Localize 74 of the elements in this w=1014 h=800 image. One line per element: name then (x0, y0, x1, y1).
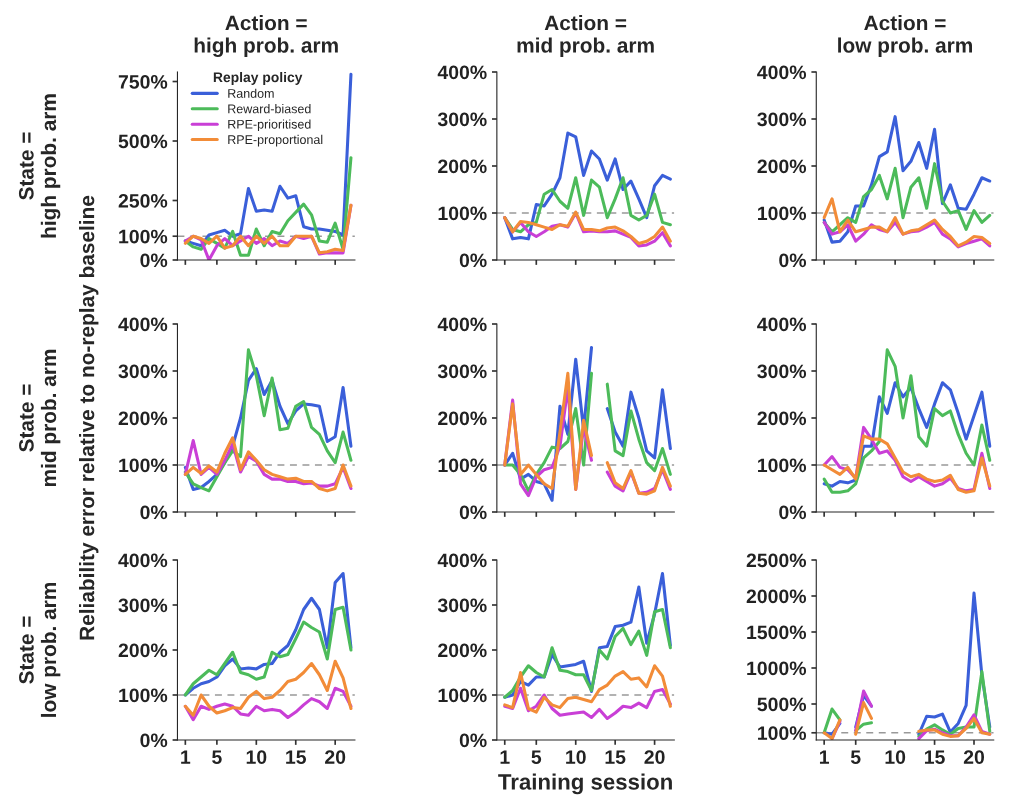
legend-title: Replay policy (213, 71, 303, 85)
x-tick-label: 10 (246, 750, 267, 764)
chart-title: Action = high prob. arm (194, 15, 338, 57)
y-tick-label: 0% (779, 253, 807, 268)
x-tick-label: 5 (850, 750, 861, 764)
y-tick-label: 1500% (747, 625, 807, 640)
y-tick-label: 0% (459, 733, 487, 748)
y-tick-label: 100% (119, 688, 168, 703)
y-tick-label: 400% (118, 317, 168, 332)
y-tick-label: 400% (757, 65, 807, 80)
y-tick-label: 300% (437, 112, 487, 127)
y-tick-label: 200% (438, 643, 487, 658)
y-tick-label: 250% (118, 193, 168, 208)
y-tick-label: 200% (438, 159, 487, 174)
y-axis-title: State = high prob. arm (18, 94, 61, 238)
y-tick-label: 300% (437, 598, 487, 613)
x-tick-label: 1 (819, 750, 830, 764)
legend-label: Random (228, 88, 274, 98)
x-tick-label: 10 (566, 750, 586, 764)
x-tick-label: 5 (531, 750, 542, 764)
y-tick-label: 200% (118, 643, 168, 658)
y-tick-label: 0% (459, 253, 487, 268)
y-tick-label: 200% (757, 159, 807, 174)
y-tick-label: 500% (757, 697, 807, 712)
legend-label: Reward-biased (228, 104, 311, 114)
x-tick-label: 5 (212, 750, 222, 764)
y-tick-label: 100% (758, 726, 807, 741)
text: Reliability error relative to no-replay baseline (79, 195, 99, 640)
x-tick-label: 15 (605, 750, 626, 764)
x-tick-label: 20 (644, 750, 665, 764)
y-tick-label: 2000% (746, 589, 807, 604)
y-tick-label: 0% (140, 253, 168, 268)
y-tick-label: 100% (758, 458, 807, 473)
y-tick-label: 0% (779, 505, 807, 520)
x-tick-label: 1 (500, 750, 510, 764)
chart-title: Action = mid prob. arm (517, 15, 654, 57)
x-axis-title: Training session (498, 773, 672, 795)
chart-title: Action = low prob. arm (838, 15, 972, 57)
y-tick-label: 0% (140, 505, 168, 520)
y-tick-label: 100% (438, 688, 487, 703)
x-tick-label: 20 (963, 750, 985, 764)
y-tick-label: 400% (437, 317, 487, 332)
x-tick-label: 10 (885, 750, 906, 764)
y-tick-label: 300% (757, 364, 807, 379)
y-tick-label: 1000% (747, 661, 807, 676)
y-tick-label: 0% (140, 733, 168, 748)
y-tick-label: 100% (438, 458, 487, 473)
y-tick-label: 300% (118, 598, 168, 613)
y-tick-label: 100% (758, 206, 807, 221)
y-tick-label: 200% (118, 411, 168, 426)
legend-label: RPE-prioritised (228, 119, 311, 132)
y-tick-label: 300% (118, 364, 168, 379)
legend-label: RPE-proportional (228, 134, 323, 147)
x-tick-label: 1 (181, 750, 191, 764)
y-tick-label: 2500% (746, 553, 807, 568)
y-tick-label: 100% (119, 458, 168, 473)
x-tick-label: 20 (325, 750, 346, 764)
y-tick-label: 100% (438, 206, 487, 221)
y-tick-label: 400% (757, 317, 807, 332)
y-tick-label: 300% (757, 112, 807, 127)
y-axis-title: State = mid prob. arm (19, 349, 61, 487)
y-tick-label: 400% (437, 553, 487, 568)
y-tick-label: 0% (459, 505, 487, 520)
y-tick-label: 400% (437, 65, 487, 80)
y-tick-label: 100% (119, 229, 168, 244)
y-tick-label: 200% (757, 411, 807, 426)
x-tick-label: 15 (924, 750, 945, 764)
y-tick-label: 300% (437, 364, 487, 379)
y-tick-label: 750% (118, 74, 168, 89)
y-tick-label: 500% (118, 134, 168, 149)
y-axis-title: State = low prob. arm (19, 583, 61, 717)
y-tick-label: 200% (438, 411, 487, 426)
y-tick-label: 400% (118, 553, 168, 568)
x-tick-label: 15 (286, 750, 307, 764)
